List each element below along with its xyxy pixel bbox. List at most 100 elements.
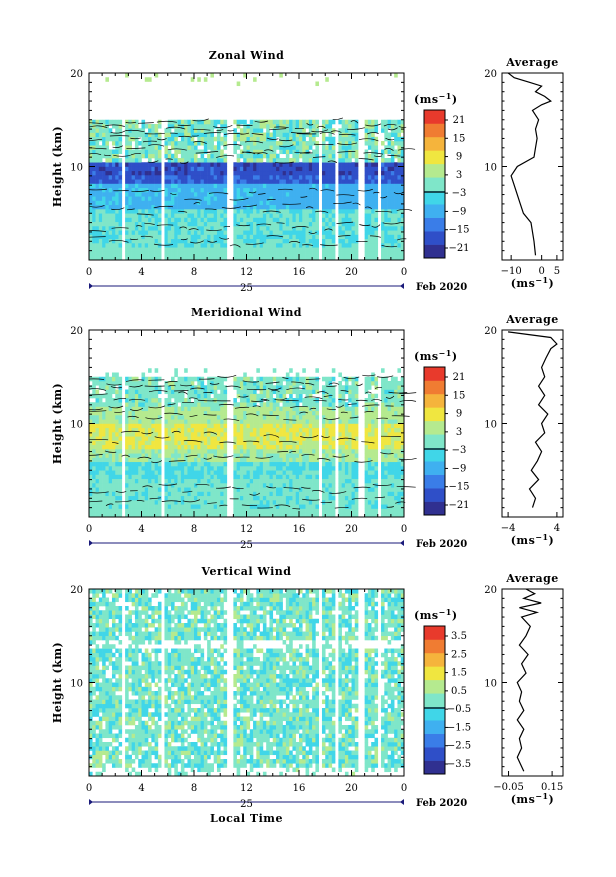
y-tick-label: 10 xyxy=(70,679,83,690)
colorbar-label: 3 xyxy=(456,427,462,438)
y-axis-label: Height (km) xyxy=(51,642,64,723)
colorbar: (ms−1) 21 15 9 3 −3 −9 −15 −21 xyxy=(414,91,470,258)
average-y-tick-label: 10 xyxy=(484,679,497,690)
heatmap-cells xyxy=(89,73,404,260)
panel-3: Vertical Wind 0 4 8 12 16 20 0 25 Feb 2020 Local T… xyxy=(51,565,563,825)
average-x-tick-label: −4 xyxy=(501,523,516,534)
average-x-label: (ms−1) xyxy=(511,275,555,290)
date-bar-right-arrow xyxy=(400,283,404,289)
y-axis-label: Height (km) xyxy=(51,126,64,207)
x-tick-label: 20 xyxy=(345,783,358,794)
x-tick-label: 16 xyxy=(293,267,306,278)
average-x-tick-label: 5 xyxy=(554,266,560,277)
colorbar-label: 0.5 xyxy=(451,686,467,697)
colorbar-label: −9 xyxy=(452,463,467,474)
x-tick-label: 8 xyxy=(191,783,197,794)
colorbar-label: −21 xyxy=(448,243,469,254)
y-tick-label: 20 xyxy=(70,585,83,596)
average-title: Average xyxy=(505,313,559,326)
average-profile-line xyxy=(517,589,541,771)
average-y-tick-label: 10 xyxy=(484,163,497,174)
panel-title: Meridional Wind xyxy=(191,306,302,319)
date-day: 25 xyxy=(240,799,253,810)
x-tick-label: 0 xyxy=(86,783,92,794)
average-x-label: (ms−1) xyxy=(511,532,555,547)
date-month: Feb 2020 xyxy=(416,539,467,550)
average-frame xyxy=(502,589,563,776)
heatmap-cells xyxy=(89,368,404,517)
colorbar-label: −21 xyxy=(448,500,469,511)
date-day: 25 xyxy=(240,283,253,294)
date-bar-left-arrow xyxy=(89,799,93,805)
average-x-tick-label: 4 xyxy=(554,523,560,534)
panel-title: Zonal Wind xyxy=(209,49,285,62)
colorbar-label: 9 xyxy=(456,409,462,420)
date-month: Feb 2020 xyxy=(416,798,467,809)
x-tick-label: 20 xyxy=(345,267,358,278)
panel-title: Vertical Wind xyxy=(201,565,292,578)
x-tick-label: 16 xyxy=(293,524,306,535)
x-tick-label: 0 xyxy=(86,524,92,535)
colorbar-label: −15 xyxy=(448,225,469,236)
average-y-tick-label: 20 xyxy=(484,326,497,337)
average-title: Average xyxy=(505,56,559,69)
colorbar-label: 3.5 xyxy=(451,631,467,642)
colorbar-label: 2.5 xyxy=(451,649,467,660)
colorbar-label: −1.5 xyxy=(447,722,471,733)
colorbar-label: −0.5 xyxy=(447,704,471,715)
colorbar-label: 21 xyxy=(453,372,466,383)
colorbar-label: −2.5 xyxy=(447,741,471,752)
colorbar-label: −9 xyxy=(452,206,467,217)
average-y-tick-label: 10 xyxy=(484,420,497,431)
x-tick-label: 12 xyxy=(240,524,253,535)
average-y-tick-label: 20 xyxy=(484,69,497,80)
date-bar-left-arrow xyxy=(89,540,93,546)
average-x-tick-label: −0.05 xyxy=(493,782,524,793)
x-axis-label: Local Time xyxy=(210,812,283,825)
colorbar-unit: (ms−1) xyxy=(414,607,458,622)
date-month: Feb 2020 xyxy=(416,282,467,293)
average-profile-line xyxy=(508,332,557,508)
colorbar-label: 21 xyxy=(453,115,466,126)
x-tick-label: 16 xyxy=(293,783,306,794)
colorbar-label: 3 xyxy=(456,170,462,181)
average-title: Average xyxy=(505,572,559,585)
heatmap-cells xyxy=(89,589,404,776)
y-tick-label: 20 xyxy=(70,326,83,337)
average-frame xyxy=(502,330,563,517)
y-axis-label: Height (km) xyxy=(51,383,64,464)
date-bar-left-arrow xyxy=(89,283,93,289)
colorbar: (ms−1) 3.5 2.5 1.5 0.5 −0.5 −1.5 −2.5 −3.5 xyxy=(414,607,471,774)
colorbar-label: −15 xyxy=(448,482,469,493)
x-tick-label: 4 xyxy=(138,783,144,794)
average-panel: Average 10 20 −4 4(ms−1) xyxy=(484,313,563,547)
x-tick-label: 12 xyxy=(240,267,253,278)
x-tick-label: 0 xyxy=(86,267,92,278)
colorbar-label: −3 xyxy=(452,188,467,199)
colorbar-label: 1.5 xyxy=(451,668,467,679)
date-bar-right-arrow xyxy=(400,540,404,546)
y-tick-label: 10 xyxy=(70,420,83,431)
average-profile-line xyxy=(508,73,551,255)
date-day: 25 xyxy=(240,540,253,551)
x-tick-label: 0 xyxy=(401,267,407,278)
x-tick-label: 0 xyxy=(401,783,407,794)
x-tick-label: 8 xyxy=(191,267,197,278)
colorbar-unit: (ms−1) xyxy=(414,91,458,106)
colorbar-label: 9 xyxy=(456,152,462,163)
x-tick-label: 12 xyxy=(240,783,253,794)
colorbar-label: 15 xyxy=(453,390,466,401)
average-x-label: (ms−1) xyxy=(511,791,555,806)
colorbar-label: 15 xyxy=(453,133,466,144)
colorbar-label: −3.5 xyxy=(447,759,471,770)
y-tick-label: 10 xyxy=(70,163,83,174)
colorbar-label: −3 xyxy=(452,445,467,456)
average-y-tick-label: 20 xyxy=(484,585,497,596)
average-x-tick-label: −10 xyxy=(501,266,522,277)
